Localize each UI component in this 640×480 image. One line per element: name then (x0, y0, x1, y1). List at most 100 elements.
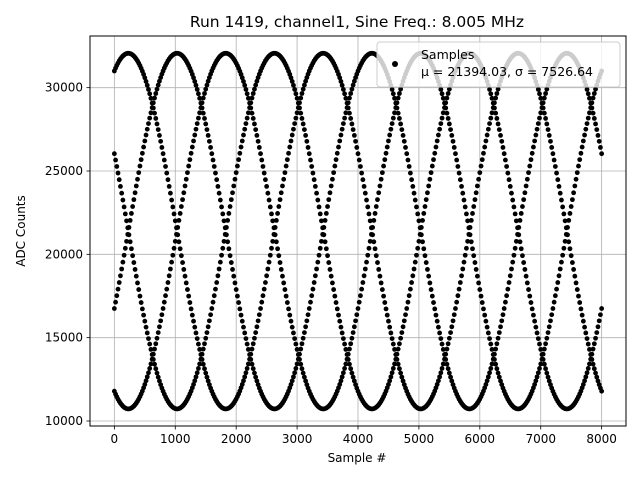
sample-point (289, 132, 295, 138)
sample-point (449, 324, 455, 330)
sample-point (381, 163, 386, 169)
sample-point (133, 273, 139, 279)
sample-point (146, 87, 151, 92)
sample-point (208, 145, 214, 150)
sample-point (249, 361, 255, 367)
sample-point (241, 132, 246, 138)
sample-point (488, 366, 494, 371)
sample-point (289, 378, 295, 384)
sample-point (370, 224, 376, 230)
sample-point (327, 190, 333, 196)
sample-point (340, 87, 346, 92)
sample-point (590, 361, 596, 367)
sample-point (294, 361, 300, 367)
sample-point (308, 157, 313, 163)
sample-point (350, 330, 356, 335)
sample-point (411, 190, 417, 196)
sample-point (321, 224, 327, 230)
sample-point (466, 225, 472, 231)
sample-point (228, 197, 234, 203)
sample-point (415, 245, 421, 251)
sample-point (481, 150, 486, 156)
sample-point (186, 293, 192, 299)
sample-point (555, 280, 561, 285)
sample-point (200, 346, 206, 352)
sample-point (164, 286, 170, 292)
sample-point (245, 346, 251, 352)
sample-point (202, 366, 207, 372)
sample-point (459, 273, 464, 279)
sample-point (348, 116, 354, 121)
sample-point (540, 351, 546, 357)
sample-point (500, 312, 506, 318)
sample-point (538, 110, 544, 116)
sample-point (591, 366, 597, 372)
sample-point (487, 370, 492, 376)
sample-point (121, 252, 127, 258)
sample-point (159, 312, 165, 318)
sample-point (196, 341, 201, 347)
sample-point (455, 164, 461, 169)
sample-point (436, 132, 441, 138)
x-tick-label: 5000 (404, 432, 435, 446)
sample-point (248, 105, 254, 111)
sample-point (404, 306, 410, 311)
sample-point (342, 115, 347, 121)
sample-point (571, 190, 577, 196)
sample-point (192, 324, 198, 330)
sample-point (393, 356, 399, 362)
sample-point (221, 238, 227, 244)
sample-point (256, 145, 262, 150)
sample-point (148, 346, 154, 352)
sample-point (537, 341, 542, 347)
sample-point (527, 293, 533, 299)
sample-point (379, 170, 385, 176)
sample-point (433, 312, 439, 318)
sample-point (546, 324, 552, 330)
sample-point (470, 246, 475, 252)
sample-point (316, 204, 322, 210)
sample-point (194, 121, 200, 126)
sample-point (204, 374, 210, 380)
sample-point (147, 366, 153, 371)
sample-point (193, 374, 199, 380)
sample-point (390, 341, 396, 347)
sample-point (571, 267, 577, 272)
sample-point (327, 267, 333, 272)
sample-point (446, 121, 452, 127)
sample-point (249, 346, 255, 352)
sample-point (332, 163, 338, 169)
sample-point (300, 335, 306, 341)
sample-point (203, 121, 209, 127)
sample-point (595, 378, 601, 384)
sample-point (231, 273, 237, 279)
sample-point (584, 121, 590, 126)
sample-point (436, 378, 441, 384)
sample-point (252, 86, 257, 92)
sample-point (115, 170, 121, 176)
sample-point (153, 91, 159, 96)
sample-point (556, 184, 562, 189)
sample-point (116, 280, 122, 285)
sample-point (450, 138, 456, 144)
sample-point (390, 115, 396, 121)
sample-point (531, 144, 536, 150)
sample-point (546, 378, 552, 384)
sample-point (416, 218, 422, 224)
sample-point (446, 335, 452, 341)
sample-point (477, 170, 483, 176)
y-tick-label: 10000 (45, 414, 83, 428)
sample-point (489, 110, 495, 116)
sample-point (198, 100, 204, 106)
sample-point (389, 121, 395, 126)
sample-point (171, 211, 177, 217)
sample-point (548, 138, 553, 144)
sample-point (185, 287, 190, 292)
sample-point (550, 151, 556, 157)
sample-point (270, 218, 276, 224)
sample-point (533, 132, 539, 138)
sample-point (583, 126, 589, 132)
sample-point (148, 361, 154, 367)
sample-point (175, 224, 181, 230)
sample-point (365, 204, 371, 210)
